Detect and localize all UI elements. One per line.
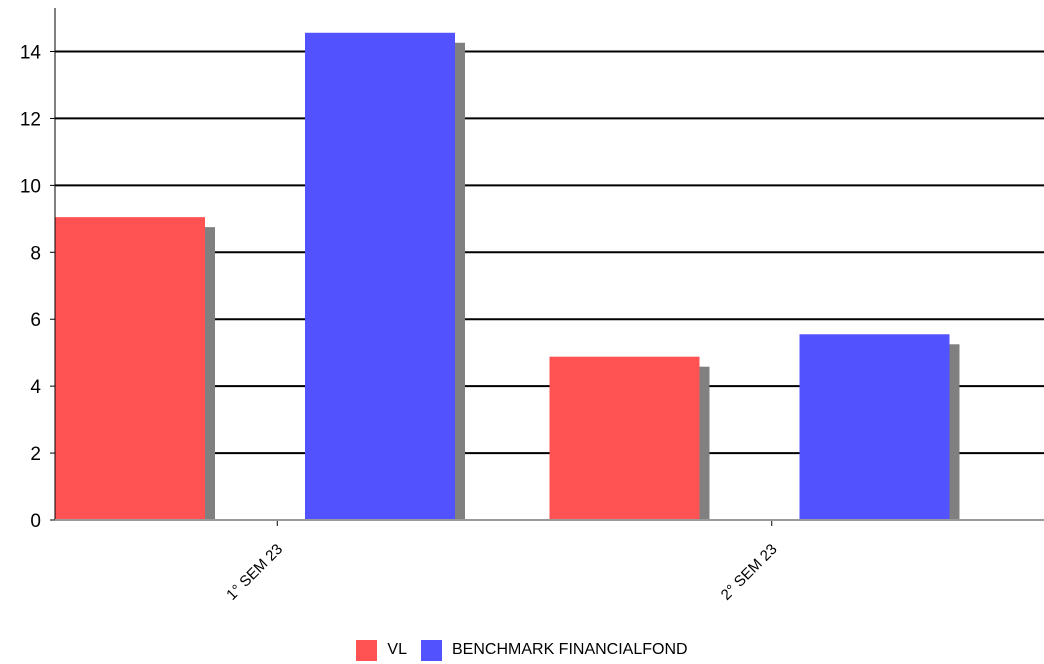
y-tick-label: 0: [30, 511, 41, 532]
bar-chart: 0 2 4 6 8 10 12 14 1° SEM 23 2° SEM 23: [20, 8, 1044, 604]
y-tick-label: 12: [20, 109, 41, 130]
bar-vl-2: [549, 356, 700, 520]
legend-label: BENCHMARK FINANCIALFOND: [452, 641, 688, 658]
y-tick-label: 4: [30, 377, 41, 398]
grid-lines: [55, 50, 1044, 455]
legend-item-benchmark: BENCHMARK FINANCIALFOND: [421, 639, 688, 661]
bar-benchmark-1: [305, 32, 455, 520]
bar-vl-1: [55, 217, 205, 520]
y-axis-ticks: 0 2 4 6 8 10 12 14: [20, 43, 55, 532]
legend-label: VL: [387, 641, 407, 658]
x-tick-label: 2° SEM 23: [718, 541, 781, 604]
bar-benchmark-2: [799, 334, 950, 520]
x-axis-labels: 1° SEM 23 2° SEM 23: [223, 541, 780, 604]
axes: [54, 8, 1044, 526]
y-tick-label: 8: [30, 243, 41, 264]
y-tick-label: 6: [30, 310, 41, 331]
legend-item-vl: VL: [356, 639, 407, 661]
legend-swatch: [421, 639, 442, 661]
y-tick-label: 14: [20, 43, 42, 64]
legend: VL BENCHMARK FINANCIALFOND: [0, 636, 1044, 664]
x-tick-label: 1° SEM 23: [223, 541, 286, 604]
y-tick-label: 10: [20, 176, 41, 197]
legend-swatch: [356, 639, 378, 661]
y-tick-label: 2: [30, 444, 41, 465]
bars: [55, 32, 960, 520]
